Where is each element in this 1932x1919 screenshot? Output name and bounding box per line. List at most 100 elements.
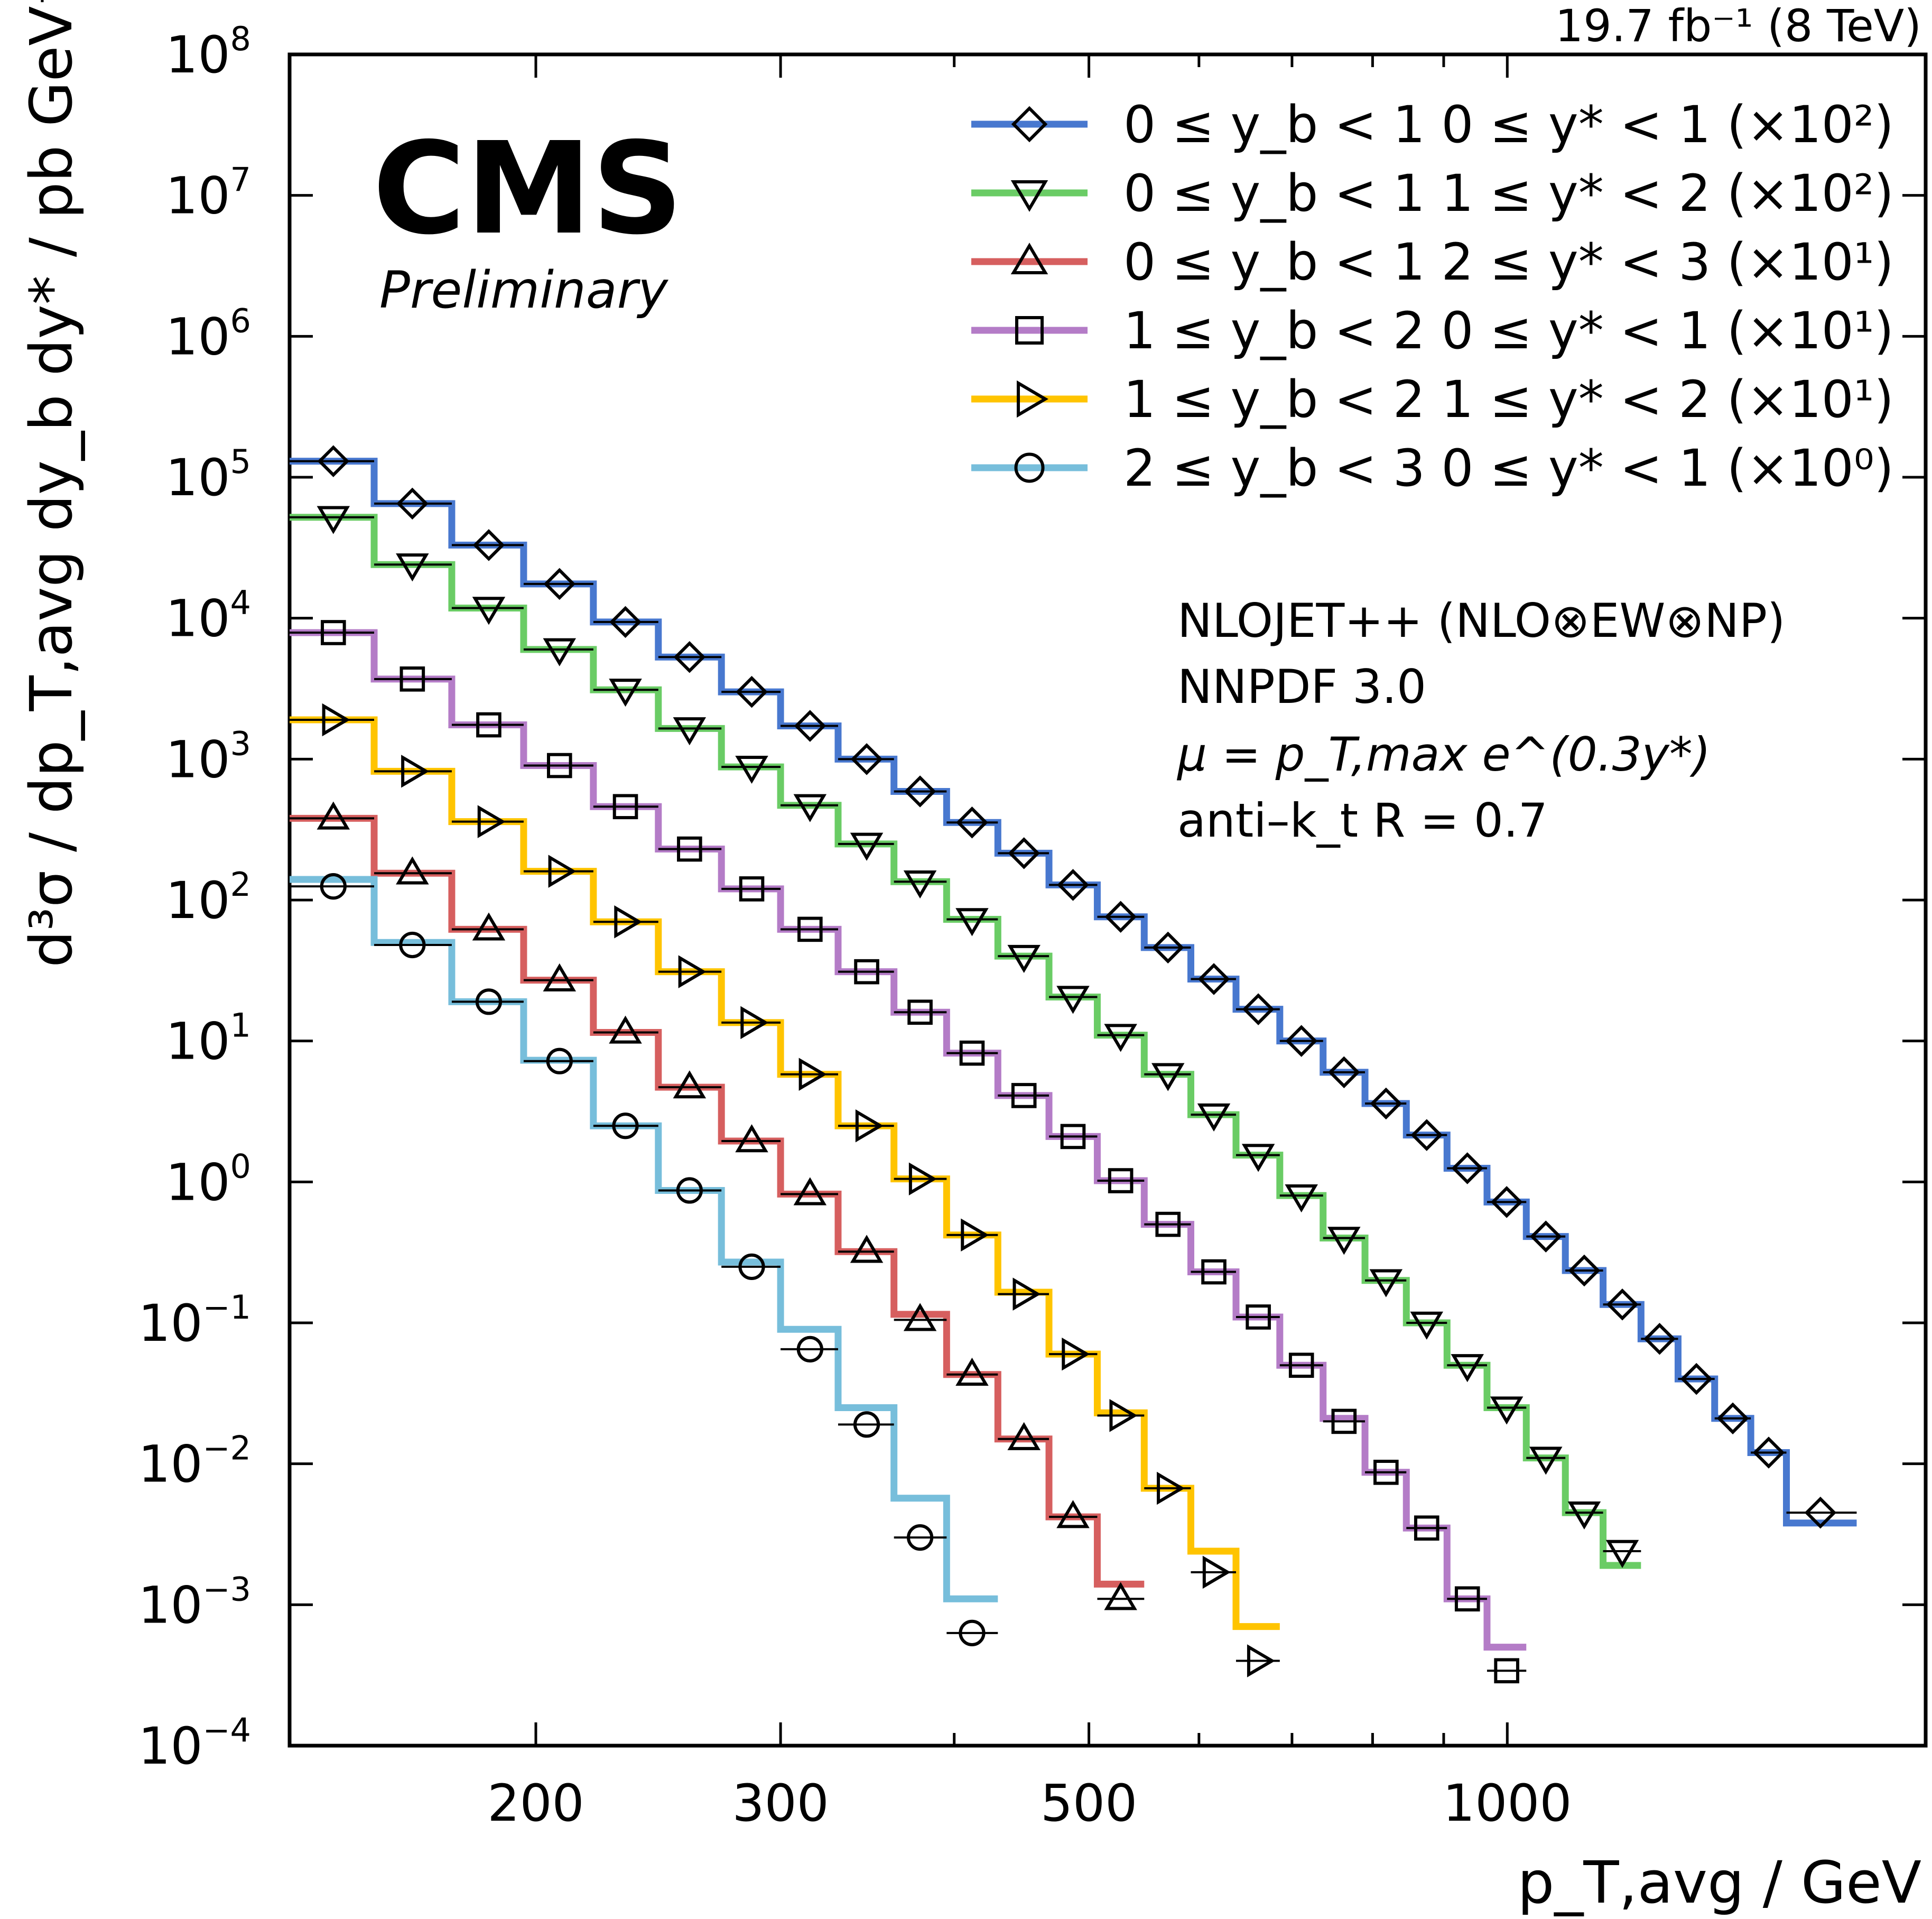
triangle-down-marker — [735, 755, 768, 784]
square-marker — [1246, 1304, 1271, 1330]
triangle-down-marker — [1490, 1396, 1524, 1425]
y-tick-label: 106 — [165, 301, 251, 366]
triangle-up-marker — [673, 1070, 707, 1099]
triangle-down-marker — [1007, 944, 1041, 974]
square-marker — [907, 999, 933, 1025]
diamond-marker — [794, 710, 826, 742]
axes-layer: 108 107 106 105 104 103 102 101 100 10−1 10−2 10−3 1… — [138, 20, 1928, 1833]
square-marker — [1015, 316, 1044, 345]
legend: 0 ≤ y_b < 1 0 ≤ y* < 1 (×10²) 0 ≤ y_b < 1… — [971, 95, 1894, 498]
diamond-marker — [543, 568, 576, 600]
triangle-down-marker — [396, 553, 429, 582]
diamond-marker — [396, 487, 429, 520]
diamond-marker — [317, 445, 350, 477]
y-tick-label: 108 — [165, 20, 251, 85]
triangle-down-marker — [673, 717, 707, 746]
triangle-down-marker — [1410, 1311, 1444, 1340]
triangle-right-marker — [908, 1162, 937, 1195]
circle-marker — [738, 1253, 765, 1280]
x-axis-title: p_T,avg / GeV — [1518, 1849, 1921, 1916]
diamond-marker — [1680, 1362, 1713, 1395]
circle-marker — [399, 931, 426, 959]
diamond-marker — [1370, 1087, 1402, 1120]
annotation-line-1: NLOJET++ (NLO⊗EW⊗NP) — [1177, 594, 1785, 648]
triangle-down-marker — [1197, 1103, 1231, 1132]
square-marker — [1155, 1211, 1181, 1237]
cms-label: CMS — [373, 115, 683, 263]
triangle-down-marker — [903, 870, 937, 899]
circle-marker — [796, 1336, 823, 1362]
diamond-marker — [1804, 1496, 1837, 1529]
annotation-line-4: anti–k_t R = 0.7 — [1177, 793, 1548, 848]
diamond-marker — [1104, 901, 1137, 933]
triangle-right-marker — [1109, 1399, 1138, 1432]
triangle-up-marker — [903, 1303, 937, 1331]
series-triangle-up — [290, 801, 1145, 1610]
square-marker — [1288, 1352, 1314, 1378]
y-tick-label: 101 — [165, 1006, 251, 1071]
triangle-down-marker — [955, 908, 989, 937]
y-axis-title: d³σ / dp_T,avg dy_b dy* / pb GeV⁻¹ — [17, 0, 85, 968]
legend-label: 2 ≤ y_b < 3 0 ≤ y* < 1 (×10⁰) — [1123, 439, 1894, 498]
triangle-down-marker — [1151, 1063, 1185, 1091]
triangle-down-marker — [472, 597, 506, 625]
triangle-up-marker — [396, 856, 429, 885]
triangle-up-marker — [609, 1015, 642, 1044]
x-tick-label: 300 — [732, 1774, 829, 1833]
triangle-down-marker — [1104, 1024, 1137, 1052]
diamond-marker — [1011, 106, 1048, 143]
lumi-label: 19.7 fb⁻¹ (8 TeV) — [1555, 0, 1921, 52]
y-tick-label: 100 — [165, 1147, 251, 1212]
series-triangle-right — [290, 703, 1280, 1677]
triangle-down-marker — [1529, 1447, 1563, 1475]
x-tick-label: 200 — [487, 1774, 584, 1833]
circle-marker — [853, 1411, 880, 1438]
diamond-marker — [1643, 1323, 1676, 1355]
circle-marker — [320, 873, 347, 900]
diamond-marker — [956, 806, 988, 839]
square-marker — [1331, 1408, 1357, 1434]
square-marker — [1373, 1459, 1399, 1485]
square-marker — [1060, 1124, 1086, 1149]
triangle-right-marker — [678, 955, 707, 988]
triangle-right-marker — [1062, 1337, 1090, 1371]
square-marker — [854, 959, 879, 985]
triangle-down-marker — [1451, 1354, 1484, 1383]
triangle-down-marker — [543, 638, 577, 666]
y-tick-label: 105 — [165, 442, 251, 507]
square-marker — [400, 666, 425, 692]
diamond-marker — [1530, 1220, 1562, 1253]
square-marker — [476, 712, 501, 738]
square-marker — [1454, 1586, 1480, 1612]
square-marker — [1414, 1515, 1439, 1541]
triangle-right-marker — [855, 1109, 884, 1143]
y-tick-label: 10−1 — [138, 1288, 251, 1353]
diamond-marker — [904, 775, 936, 808]
circle-marker — [959, 1619, 986, 1646]
circle-marker — [906, 1524, 934, 1551]
y-tick-label: 10−3 — [138, 1570, 251, 1635]
series-square — [290, 620, 1527, 1684]
circle-marker — [1014, 452, 1045, 483]
triangle-right-marker — [1017, 380, 1048, 418]
triangle-down-marker — [793, 794, 827, 822]
square-marker — [739, 876, 765, 902]
square-marker — [797, 916, 823, 942]
theory-annotation: NLOJET++ (NLO⊗EW⊗NP) NNPDF 3.0 μ = p_T,m… — [1176, 594, 1785, 848]
square-marker — [959, 1040, 985, 1066]
diamond-marker — [1242, 993, 1275, 1025]
diamond-marker — [1451, 1152, 1483, 1184]
square-marker — [612, 794, 638, 820]
diamond-marker — [850, 743, 883, 775]
diamond-marker — [1490, 1186, 1523, 1218]
diamond-marker — [1328, 1056, 1360, 1089]
triangle-right-marker — [798, 1058, 827, 1091]
triangle-up-marker — [317, 801, 350, 830]
x-tick-label: 1000 — [1443, 1774, 1572, 1833]
series-diamond — [290, 445, 1857, 1529]
triangle-up-marker — [1007, 1422, 1041, 1450]
square-marker — [1201, 1259, 1227, 1285]
circle-marker — [612, 1113, 639, 1139]
triangle-up-marker — [955, 1357, 989, 1386]
diamond-marker — [472, 529, 505, 561]
